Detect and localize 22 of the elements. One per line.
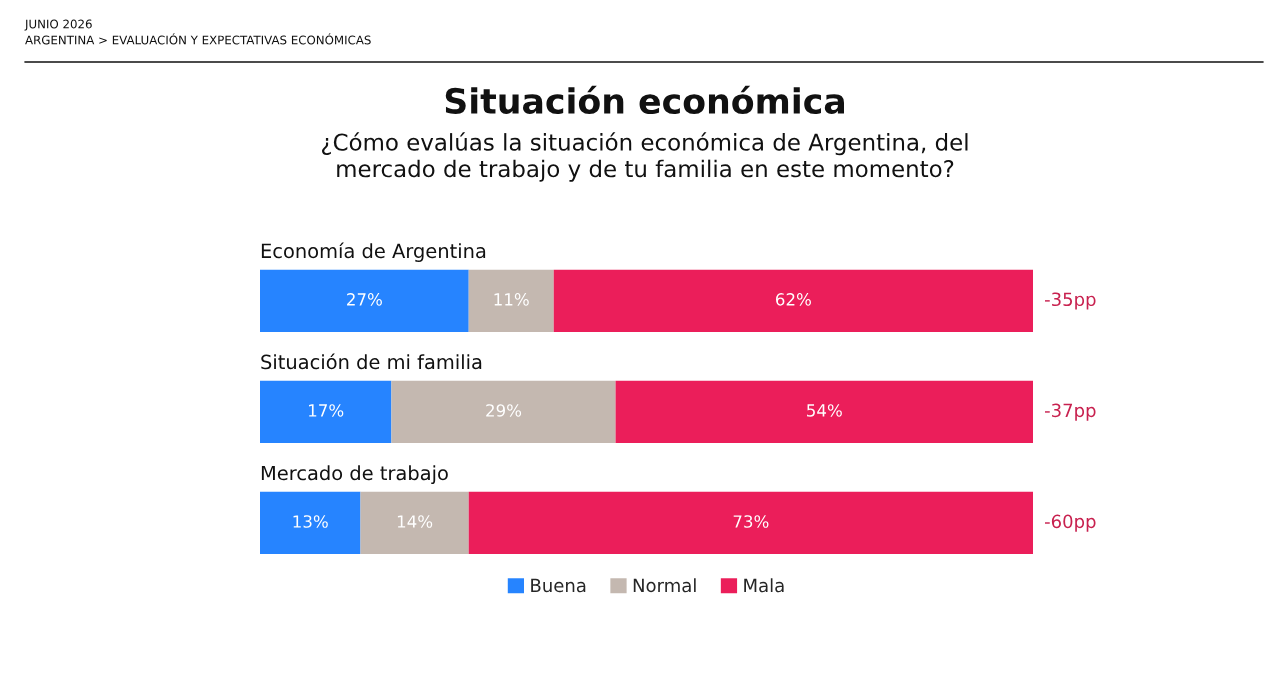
data-label: 14% — [397, 515, 433, 528]
data-label: 13% — [293, 515, 328, 528]
y-tick-label: Economía de Argentina — [261, 242, 486, 262]
chart-subtitle: ¿Cómo evalúas la situación económica de Argentina, del mercado de trabajo y de tu familia en este momento? — [321, 132, 968, 182]
data-label: 73% — [733, 515, 769, 528]
legend-label: Buena — [531, 578, 586, 593]
legend-label: Normal — [633, 578, 696, 593]
chart-title: Situación económica — [445, 85, 844, 115]
text: ARGENTINA > EVALUACIÓN Y EXPECTATIVAS ECONÓMICAS — [25, 33, 371, 45]
y-tick-label: Mercado de trabajo — [261, 465, 448, 485]
data-label: 11% — [494, 293, 529, 306]
text: JUNIO 2026 — [24, 19, 92, 31]
text: -60pp — [1044, 514, 1096, 532]
text: -37pp — [1044, 403, 1096, 421]
data-label: 27% — [347, 293, 382, 306]
text: -35pp — [1044, 292, 1096, 310]
legend-label: Mala — [744, 578, 784, 593]
data-label: 29% — [486, 404, 522, 417]
data-label: 17% — [309, 404, 344, 417]
data-label: 54% — [807, 404, 842, 417]
y-tick-label: Situación de mi familia — [261, 353, 482, 370]
data-label: 62% — [776, 293, 811, 306]
